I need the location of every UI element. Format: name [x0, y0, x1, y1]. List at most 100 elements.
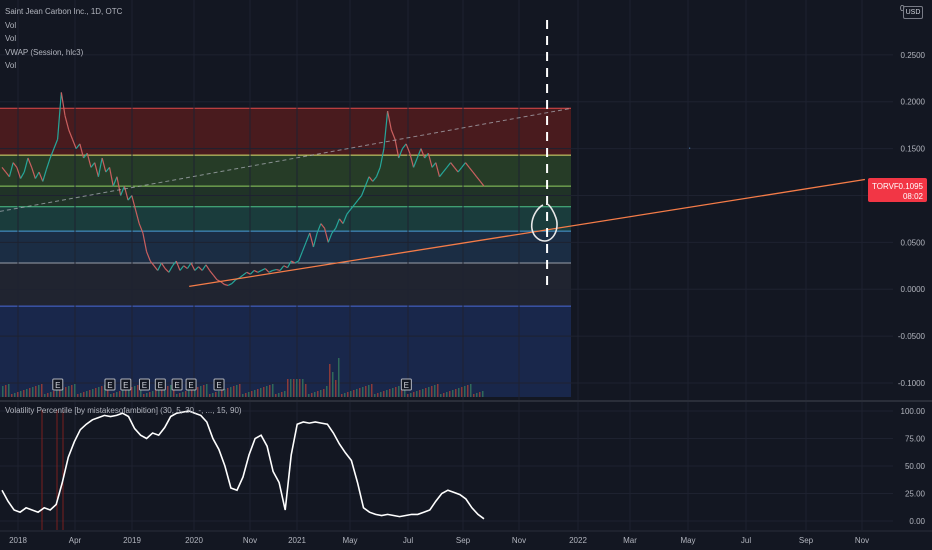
volume-bar	[5, 385, 7, 397]
y-tick-label: 0.2500	[901, 51, 926, 60]
price-segment	[264, 268, 270, 273]
earnings-marker-label: E	[216, 381, 221, 390]
chart-legend[interactable]: Saint Jean Carbon Inc., 1D, OTC Vol Vol …	[5, 5, 122, 73]
volume-bar	[449, 391, 451, 397]
volume-bar	[272, 384, 274, 397]
price-segment	[387, 110, 392, 130]
price-segment	[309, 232, 315, 248]
price-segment	[461, 162, 466, 168]
volume-bar	[284, 391, 286, 397]
price-segment	[472, 171, 478, 178]
price-segment	[431, 162, 437, 168]
volume-bar	[464, 386, 466, 397]
volume-bar	[131, 387, 133, 397]
volume-bar	[458, 388, 460, 397]
earnings-marker	[185, 378, 197, 391]
volume-bar	[257, 389, 259, 397]
volume-bar	[191, 389, 193, 397]
volume-bar	[44, 394, 46, 397]
y-tick-label: 0.0000	[901, 285, 926, 294]
y-tick-label: -0.0500	[898, 332, 926, 341]
price-segment	[305, 232, 311, 243]
volume-bars	[2, 358, 484, 397]
price-segment	[23, 157, 29, 173]
volume-bar	[68, 386, 70, 397]
symbol-title[interactable]: Saint Jean Carbon Inc., 1D, OTC	[5, 7, 123, 16]
volume-bar	[386, 390, 388, 397]
price-segment	[5, 171, 10, 178]
volume-bar	[383, 391, 385, 397]
price-segment	[164, 268, 170, 273]
price-segment	[409, 153, 415, 168]
price-segment	[201, 264, 207, 271]
legend-vol-3[interactable]: Vol	[5, 61, 17, 70]
legend-vwap[interactable]: VWAP (Session, hlc3)	[5, 47, 84, 57]
volume-bar	[65, 387, 67, 397]
price-segment	[97, 157, 103, 177]
volume-bar	[215, 392, 217, 397]
price-segment	[12, 162, 18, 168]
currency-badge[interactable]: USD	[903, 6, 923, 19]
volume-bar	[182, 392, 184, 397]
volume-bar	[311, 393, 313, 397]
price-segment	[60, 92, 66, 116]
fib-zone	[0, 186, 571, 207]
drawing-annotations[interactable]	[0, 20, 865, 288]
volume-bar	[413, 392, 415, 397]
price-segment	[257, 269, 262, 273]
price-segment	[220, 281, 225, 285]
legend-vol-1[interactable]: Vol	[5, 20, 17, 30]
volume-bar	[152, 391, 154, 397]
volume-bar	[17, 392, 19, 397]
price-segment	[412, 157, 418, 168]
price-segment	[424, 152, 429, 159]
volume-bar	[398, 386, 400, 397]
volume-bar	[278, 393, 280, 397]
circle-annotation	[530, 203, 558, 242]
price-segment	[453, 166, 459, 173]
price-segment	[160, 262, 166, 269]
price-segment	[142, 232, 148, 252]
price-segment	[368, 176, 374, 182]
volume-bar	[77, 394, 79, 397]
price-segment	[427, 153, 433, 168]
price-segment	[312, 232, 318, 248]
price-segment	[205, 264, 211, 271]
price-segment	[301, 242, 307, 252]
price-segment	[331, 227, 337, 234]
price-segment	[90, 162, 96, 168]
volume-bar	[110, 394, 112, 397]
volume-bar	[353, 390, 355, 397]
volume-bar	[254, 390, 256, 397]
price-segment	[442, 166, 448, 173]
volume-bar	[248, 392, 250, 397]
x-tick-label: Jul	[741, 536, 751, 545]
volume-bar	[236, 385, 238, 397]
price-segment	[450, 162, 455, 168]
volume-bar	[293, 379, 295, 397]
indicator-title[interactable]: Volatility Percentile [by mistakesofambi…	[5, 406, 242, 415]
volume-bar	[341, 394, 343, 397]
price-segment	[68, 129, 74, 140]
fib-zone	[0, 108, 571, 156]
price-segment	[175, 260, 181, 271]
volume-bar	[71, 385, 73, 397]
price-segment	[272, 268, 277, 272]
volume-bar	[473, 394, 475, 397]
price-segment	[261, 268, 266, 271]
lower-trendline	[189, 178, 865, 288]
legend-vol-2[interactable]: Vol	[5, 34, 17, 43]
price-segment	[112, 176, 118, 187]
volume-bar	[20, 391, 22, 397]
x-tick-label: May	[342, 536, 357, 545]
price-segment	[246, 271, 251, 275]
volume-bar	[161, 388, 163, 397]
volume-bar	[431, 386, 433, 397]
volume-bar	[362, 387, 364, 397]
price-segment	[34, 171, 40, 179]
price-segment	[298, 251, 303, 262]
volume-bar	[245, 393, 247, 397]
price-segment	[335, 218, 340, 229]
